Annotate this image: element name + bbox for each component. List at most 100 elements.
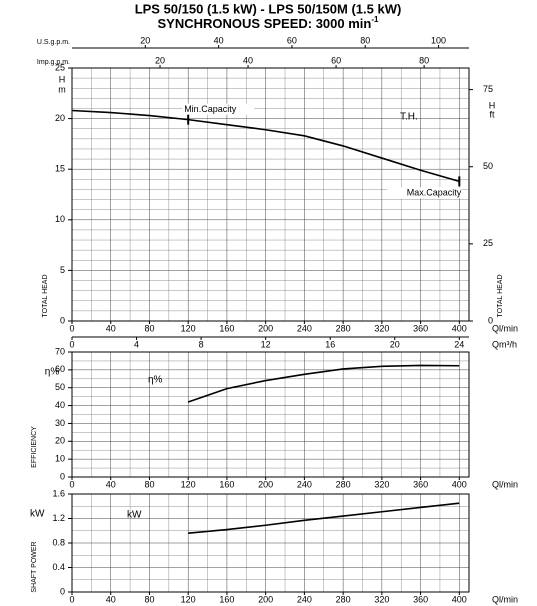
x-tick-label: 0 bbox=[69, 594, 74, 604]
subtitle-superscript: -1 bbox=[371, 15, 379, 24]
x-tick-label: 40 bbox=[106, 479, 116, 489]
bottom-axis2-tick-label: 4 bbox=[134, 339, 139, 349]
y-tick-label: 0.4 bbox=[52, 562, 65, 572]
top-axis-label: Imp.g.p.m. bbox=[37, 59, 70, 66]
y-tick-label: 10 bbox=[55, 214, 65, 224]
y-axis-title: SHAFT POWER bbox=[31, 541, 38, 592]
x-tick-label: 160 bbox=[219, 323, 234, 333]
chart-subtitle: SYNCHRONOUS SPEED: 3000 min-1 bbox=[158, 15, 380, 31]
x-tick-label: 80 bbox=[144, 323, 154, 333]
y-tick-label: 70 bbox=[55, 346, 65, 356]
y-tick-label: 0 bbox=[60, 315, 65, 325]
y-axis-unit: m bbox=[58, 84, 66, 94]
y-axis-unit: kW bbox=[30, 509, 45, 520]
y-axis-title: TOTAL HEAD bbox=[42, 274, 49, 317]
bottom-axis2-tick-label: 8 bbox=[199, 339, 204, 349]
y-axis-title: EFFICIENCY bbox=[31, 426, 38, 468]
annotation: Min.Capacity bbox=[184, 104, 237, 114]
x-tick-label: 0 bbox=[69, 323, 74, 333]
y2-tick-label: 50 bbox=[483, 161, 493, 171]
x-tick-label: 80 bbox=[144, 594, 154, 604]
bottom-axis2-unit: Qm³/h bbox=[492, 339, 517, 349]
y2-tick-label: 0 bbox=[488, 315, 493, 325]
x-tick-label: 320 bbox=[374, 479, 389, 489]
top-axis-tick-label: 100 bbox=[431, 35, 446, 45]
y-axis-unit-symbol: H bbox=[59, 74, 66, 84]
x-tick-label: 80 bbox=[144, 479, 154, 489]
y-tick-label: 10 bbox=[55, 454, 65, 464]
top-axis-tick-label: 80 bbox=[360, 35, 370, 45]
y-tick-label: 20 bbox=[55, 113, 65, 123]
curve-label: kW bbox=[127, 510, 142, 521]
x-axis-unit: Ql/min bbox=[492, 323, 518, 333]
y-tick-label: 0.8 bbox=[52, 537, 65, 547]
x-tick-label: 160 bbox=[219, 479, 234, 489]
subtitle-text: SYNCHRONOUS SPEED: 3000 min bbox=[158, 16, 372, 31]
y-tick-label: 1.2 bbox=[52, 513, 65, 523]
curve-label: T.H. bbox=[400, 112, 418, 123]
x-tick-label: 280 bbox=[336, 594, 351, 604]
y-tick-label: 20 bbox=[55, 436, 65, 446]
y-tick-label: 50 bbox=[55, 382, 65, 392]
curve bbox=[188, 502, 460, 534]
x-tick-label: 240 bbox=[297, 594, 312, 604]
top-axis-tick-label: 80 bbox=[419, 55, 429, 65]
x-tick-label: 200 bbox=[258, 479, 273, 489]
y2-axis-unit-symbol: H bbox=[489, 100, 496, 110]
x-tick-label: 400 bbox=[452, 594, 467, 604]
plot-frame bbox=[71, 67, 470, 322]
annotation-bg bbox=[387, 187, 462, 199]
bottom-axis2-tick-label: 16 bbox=[325, 339, 335, 349]
x-tick-label: 120 bbox=[181, 323, 196, 333]
x-axis-unit: Ql/min bbox=[492, 594, 518, 604]
y-tick-label: 5 bbox=[60, 265, 65, 275]
top-axis-tick-label: 20 bbox=[155, 55, 165, 65]
y-tick-label: 25 bbox=[55, 62, 65, 72]
curve bbox=[187, 364, 460, 403]
x-tick-label: 320 bbox=[374, 594, 389, 604]
bottom-axis2-tick-label: 0 bbox=[69, 339, 74, 349]
y2-axis-title: TOTAL HEAD bbox=[497, 274, 504, 317]
bottom-axis2-tick-label: 12 bbox=[261, 339, 271, 349]
x-tick-label: 360 bbox=[413, 323, 428, 333]
top-axis-label: U.S.g.p.m. bbox=[37, 39, 70, 46]
x-tick-label: 120 bbox=[181, 594, 196, 604]
annotation-bg bbox=[182, 103, 255, 115]
x-tick-label: 0 bbox=[69, 479, 74, 489]
plot-frame bbox=[71, 493, 470, 593]
x-tick-label: 400 bbox=[452, 323, 467, 333]
x-tick-label: 160 bbox=[219, 594, 234, 604]
x-tick-label: 400 bbox=[452, 479, 467, 489]
y2-tick-label: 25 bbox=[483, 238, 493, 248]
x-tick-label: 200 bbox=[258, 323, 273, 333]
bottom-axis2-tick-label: 20 bbox=[390, 339, 400, 349]
x-tick-label: 200 bbox=[258, 594, 273, 604]
top-axis-tick-label: 40 bbox=[214, 35, 224, 45]
y-tick-label: 0 bbox=[60, 586, 65, 596]
y2-axis-unit: ft bbox=[489, 109, 495, 119]
y-tick-label: 1.6 bbox=[52, 488, 65, 498]
curve-label: η% bbox=[148, 375, 163, 386]
y-tick-label: 0 bbox=[60, 471, 65, 481]
x-tick-label: 120 bbox=[181, 479, 196, 489]
y-tick-label: 40 bbox=[55, 400, 65, 410]
x-tick-label: 360 bbox=[413, 479, 428, 489]
x-axis-unit: Ql/min bbox=[492, 479, 518, 489]
y-tick-label: 30 bbox=[55, 418, 65, 428]
y-tick-label: 15 bbox=[55, 164, 65, 174]
top-axis-tick-label: 60 bbox=[331, 55, 341, 65]
x-tick-label: 240 bbox=[297, 479, 312, 489]
y-axis-unit: η% bbox=[45, 367, 60, 378]
top-axis-tick-label: 40 bbox=[243, 55, 253, 65]
y2-tick-label: 75 bbox=[483, 84, 493, 94]
top-axis-tick-label: 20 bbox=[140, 35, 150, 45]
x-tick-label: 280 bbox=[336, 323, 351, 333]
curve bbox=[71, 109, 460, 183]
chart-title: LPS 50/150 (1.5 kW) - LPS 50/150M (1.5 k… bbox=[135, 1, 402, 16]
bottom-axis2-tick-label: 24 bbox=[454, 339, 464, 349]
y-tick-label: 60 bbox=[55, 364, 65, 374]
x-tick-label: 40 bbox=[106, 323, 116, 333]
x-tick-label: 320 bbox=[374, 323, 389, 333]
x-tick-label: 360 bbox=[413, 594, 428, 604]
